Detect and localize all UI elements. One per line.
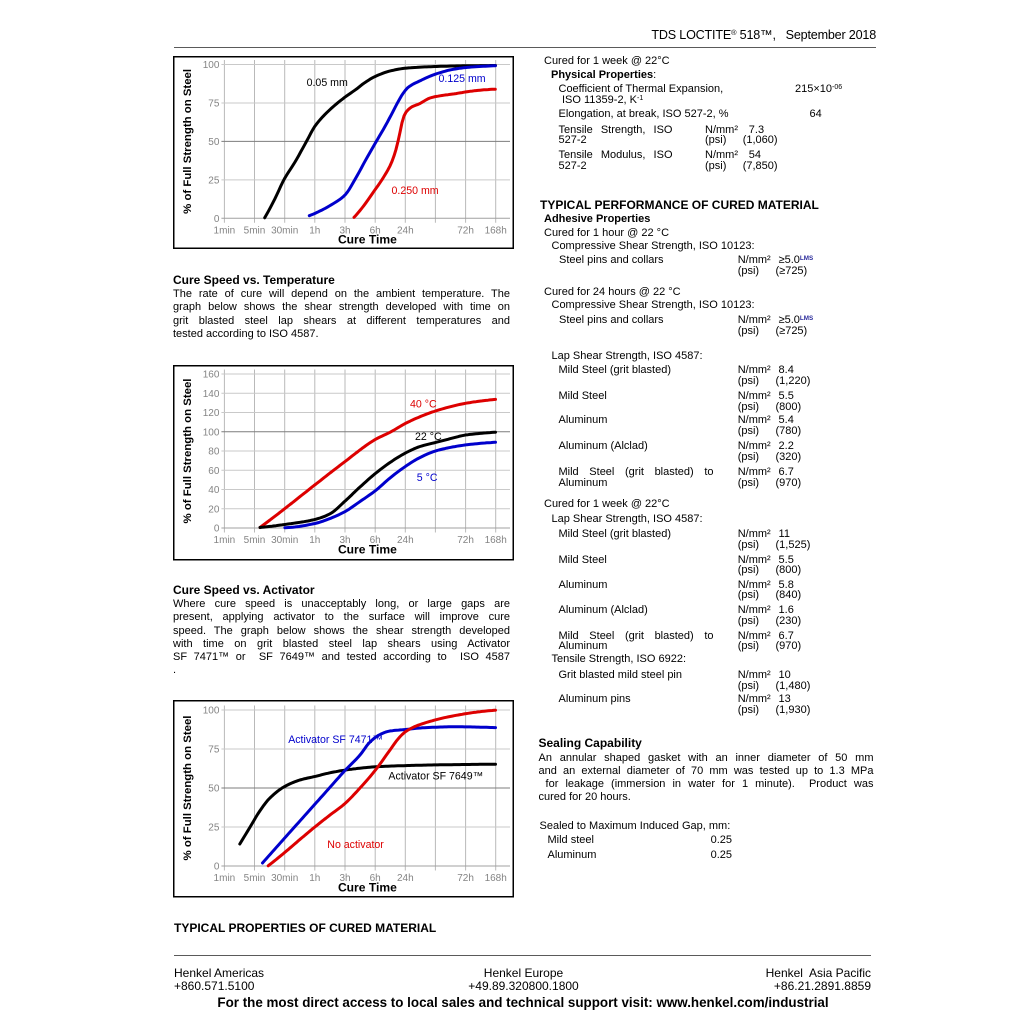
svg-text:168h: 168h — [484, 535, 506, 546]
svg-text:0.250 mm: 0.250 mm — [391, 184, 438, 196]
svg-text:24h: 24h — [396, 225, 413, 236]
svg-text:Cure Time: Cure Time — [337, 542, 396, 556]
svg-text:1min: 1min — [213, 535, 235, 546]
svg-text:72h: 72h — [457, 225, 474, 236]
svg-text:168h: 168h — [484, 873, 506, 884]
svg-text:120: 120 — [202, 408, 219, 419]
svg-text:1min: 1min — [213, 873, 235, 884]
svg-text:0.05 mm: 0.05 mm — [306, 77, 347, 89]
svg-text:No activator: No activator — [327, 839, 384, 851]
svg-text:22 °C: 22 °C — [415, 431, 442, 443]
svg-text:40 °C: 40 °C — [410, 399, 437, 411]
svg-text:60: 60 — [208, 466, 220, 477]
svg-text:100: 100 — [202, 60, 219, 71]
svg-text:160: 160 — [202, 370, 219, 381]
svg-text:80: 80 — [208, 447, 220, 458]
svg-text:24h: 24h — [396, 535, 413, 546]
svg-text:30min: 30min — [271, 225, 298, 236]
svg-text:40: 40 — [208, 485, 220, 496]
svg-text:20: 20 — [208, 504, 220, 515]
svg-text:% of Full Strength on Steel: % of Full Strength on Steel — [182, 716, 194, 861]
svg-text:50: 50 — [208, 784, 220, 795]
svg-text:6h: 6h — [369, 535, 380, 546]
svg-text:75: 75 — [208, 98, 220, 109]
svg-text:30min: 30min — [271, 535, 298, 546]
svg-text:25: 25 — [208, 175, 220, 186]
svg-text:0: 0 — [213, 524, 219, 535]
svg-text:3h: 3h — [339, 225, 350, 236]
svg-text:72h: 72h — [457, 873, 474, 884]
svg-text:5min: 5min — [243, 873, 265, 884]
svg-text:25: 25 — [208, 823, 220, 834]
svg-text:75: 75 — [208, 745, 220, 756]
svg-text:140: 140 — [202, 389, 219, 400]
svg-text:% of Full Strength on Steel: % of Full Strength on Steel — [182, 68, 194, 213]
svg-text:0: 0 — [213, 862, 219, 873]
svg-text:% of Full Strength on Steel: % of Full Strength on Steel — [182, 379, 194, 524]
svg-text:72h: 72h — [457, 535, 474, 546]
svg-text:3h: 3h — [339, 873, 350, 884]
svg-text:Cure Time: Cure Time — [337, 880, 396, 894]
svg-text:0: 0 — [213, 213, 219, 224]
svg-text:5min: 5min — [243, 225, 265, 236]
svg-text:6h: 6h — [369, 873, 380, 884]
svg-text:Cure Time: Cure Time — [337, 232, 396, 246]
svg-text:0.125 mm: 0.125 mm — [438, 72, 485, 84]
svg-text:Activator SF 7649™: Activator SF 7649™ — [388, 770, 483, 782]
svg-text:50: 50 — [208, 137, 220, 148]
svg-text:Activator SF 7471™: Activator SF 7471™ — [288, 734, 383, 746]
svg-text:168h: 168h — [484, 225, 506, 236]
svg-text:24h: 24h — [396, 873, 413, 884]
svg-text:6h: 6h — [369, 225, 380, 236]
svg-text:1h: 1h — [309, 873, 320, 884]
svg-text:3h: 3h — [339, 535, 350, 546]
svg-text:5 °C: 5 °C — [416, 472, 437, 484]
svg-text:5min: 5min — [243, 535, 265, 546]
svg-text:1h: 1h — [309, 535, 320, 546]
svg-text:1h: 1h — [309, 225, 320, 236]
svg-text:30min: 30min — [271, 873, 298, 884]
svg-text:100: 100 — [202, 427, 219, 438]
svg-text:100: 100 — [202, 706, 219, 717]
svg-text:1min: 1min — [213, 225, 235, 236]
